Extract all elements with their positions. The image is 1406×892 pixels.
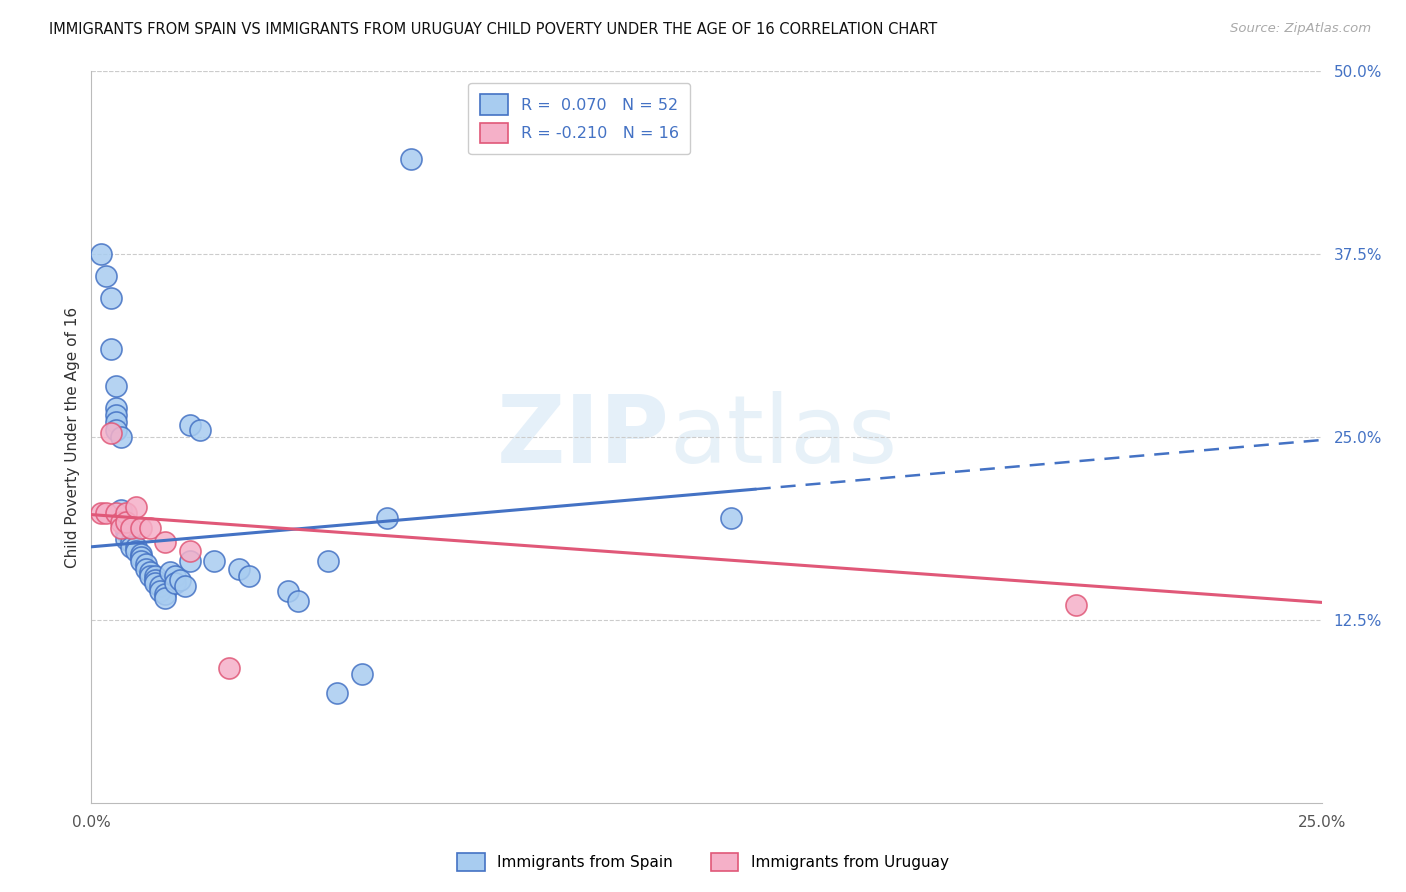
Point bbox=[720, 510, 742, 524]
Point bbox=[179, 418, 201, 433]
Point bbox=[105, 379, 127, 393]
Point bbox=[120, 535, 142, 549]
Point bbox=[163, 569, 186, 583]
Point bbox=[114, 515, 138, 529]
Point bbox=[124, 544, 146, 558]
Point bbox=[139, 565, 162, 579]
Point bbox=[100, 291, 122, 305]
Point bbox=[110, 430, 132, 444]
Point bbox=[139, 521, 162, 535]
Point bbox=[153, 591, 177, 605]
Point bbox=[114, 525, 138, 540]
Point bbox=[90, 506, 112, 520]
Point bbox=[100, 425, 122, 440]
Point bbox=[114, 517, 138, 532]
Text: IMMIGRANTS FROM SPAIN VS IMMIGRANTS FROM URUGUAY CHILD POVERTY UNDER THE AGE OF : IMMIGRANTS FROM SPAIN VS IMMIGRANTS FROM… bbox=[49, 22, 938, 37]
Point bbox=[153, 535, 177, 549]
Legend: Immigrants from Spain, Immigrants from Uruguay: Immigrants from Spain, Immigrants from U… bbox=[451, 847, 955, 877]
Point bbox=[105, 423, 127, 437]
Point bbox=[124, 540, 146, 554]
Point bbox=[228, 562, 250, 576]
Point bbox=[105, 416, 127, 430]
Point bbox=[149, 579, 172, 593]
Point bbox=[139, 569, 162, 583]
Y-axis label: Child Poverty Under the Age of 16: Child Poverty Under the Age of 16 bbox=[65, 307, 80, 567]
Point bbox=[352, 667, 374, 681]
Point bbox=[124, 500, 146, 515]
Point bbox=[135, 558, 156, 572]
Point bbox=[153, 586, 177, 600]
Point bbox=[96, 269, 117, 284]
Point bbox=[129, 521, 152, 535]
Point bbox=[316, 554, 339, 568]
Point bbox=[1064, 599, 1087, 613]
Point bbox=[120, 540, 142, 554]
Point bbox=[238, 569, 260, 583]
Text: Source: ZipAtlas.com: Source: ZipAtlas.com bbox=[1230, 22, 1371, 36]
Text: ZIP: ZIP bbox=[496, 391, 669, 483]
Legend: R =  0.070   N = 52, R = -0.210   N = 16: R = 0.070 N = 52, R = -0.210 N = 16 bbox=[468, 83, 690, 154]
Point bbox=[129, 554, 152, 568]
Point bbox=[129, 547, 152, 561]
Point bbox=[174, 579, 197, 593]
Point bbox=[179, 554, 201, 568]
Point bbox=[145, 569, 166, 583]
Point bbox=[105, 408, 127, 422]
Text: atlas: atlas bbox=[669, 391, 898, 483]
Point bbox=[202, 554, 225, 568]
Point bbox=[114, 533, 138, 547]
Point bbox=[145, 576, 166, 591]
Point bbox=[277, 583, 299, 598]
Point bbox=[149, 583, 172, 598]
Point bbox=[179, 544, 201, 558]
Point bbox=[169, 574, 191, 588]
Point bbox=[110, 510, 132, 524]
Point bbox=[105, 401, 127, 415]
Point bbox=[287, 594, 309, 608]
Point bbox=[105, 506, 127, 520]
Point bbox=[96, 506, 117, 520]
Point bbox=[110, 521, 132, 535]
Point bbox=[129, 549, 152, 564]
Point bbox=[90, 247, 112, 261]
Point bbox=[120, 521, 142, 535]
Point bbox=[100, 343, 122, 357]
Point bbox=[135, 562, 156, 576]
Point bbox=[326, 686, 349, 700]
Point bbox=[114, 506, 138, 520]
Point bbox=[110, 503, 132, 517]
Point bbox=[110, 515, 132, 529]
Point bbox=[375, 510, 398, 524]
Point bbox=[163, 576, 186, 591]
Point bbox=[188, 423, 211, 437]
Point bbox=[218, 661, 240, 675]
Point bbox=[159, 565, 181, 579]
Point bbox=[399, 152, 422, 166]
Point bbox=[145, 574, 166, 588]
